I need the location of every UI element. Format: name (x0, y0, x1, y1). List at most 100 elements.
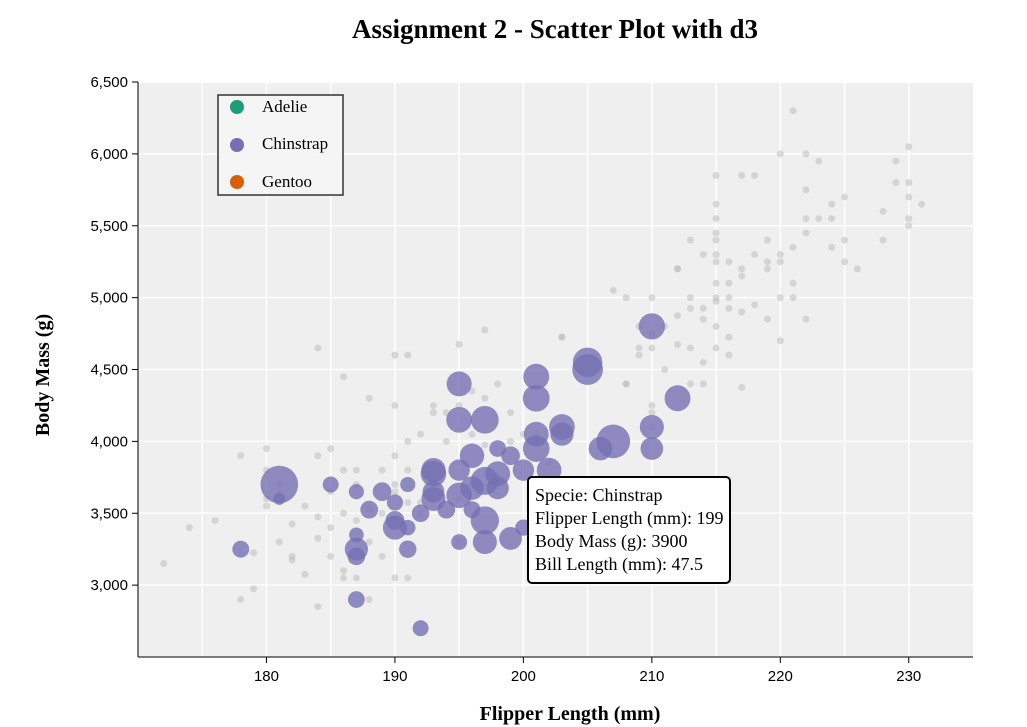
data-point-adelie[interactable] (481, 326, 489, 334)
data-point-gentoo[interactable] (802, 215, 810, 223)
data-point-gentoo[interactable] (699, 315, 707, 323)
data-point-chinstrap[interactable] (348, 484, 364, 500)
data-point-adelie[interactable] (404, 466, 412, 474)
data-point-gentoo[interactable] (622, 294, 630, 302)
data-point-chinstrap[interactable] (550, 422, 574, 446)
data-point-gentoo[interactable] (802, 186, 810, 194)
data-point-gentoo[interactable] (725, 351, 733, 359)
data-point-gentoo[interactable] (905, 179, 913, 187)
data-point-adelie[interactable] (314, 452, 322, 460)
data-point-adelie[interactable] (352, 516, 360, 524)
data-point-gentoo[interactable] (918, 200, 926, 208)
data-point-gentoo[interactable] (776, 258, 784, 266)
data-point-adelie[interactable] (391, 574, 399, 582)
data-point-gentoo[interactable] (879, 207, 887, 215)
data-point-chinstrap[interactable] (232, 540, 250, 558)
data-point-adelie[interactable] (404, 351, 412, 359)
data-point-chinstrap[interactable] (501, 446, 520, 466)
data-point-gentoo[interactable] (738, 272, 746, 280)
data-point-adelie[interactable] (391, 401, 399, 409)
data-point-gentoo[interactable] (725, 279, 733, 287)
data-point-adelie[interactable] (340, 509, 348, 517)
data-point-chinstrap[interactable] (639, 414, 664, 440)
data-point-adelie[interactable] (352, 574, 360, 582)
data-point-gentoo[interactable] (686, 344, 694, 352)
data-point-chinstrap[interactable] (522, 384, 550, 412)
data-point-gentoo[interactable] (635, 344, 643, 352)
data-point-chinstrap[interactable] (523, 363, 550, 390)
data-point-adelie[interactable] (674, 340, 682, 348)
data-point-gentoo[interactable] (828, 215, 836, 223)
data-point-chinstrap[interactable] (640, 437, 664, 460)
data-point-gentoo[interactable] (828, 200, 836, 208)
data-point-adelie[interactable] (442, 437, 450, 445)
legend[interactable]: Adelie Chinstrap Gentoo (217, 94, 344, 196)
data-point-gentoo[interactable] (699, 380, 707, 388)
data-point-adelie[interactable] (340, 466, 348, 474)
data-point-chinstrap[interactable] (420, 460, 447, 487)
data-point-gentoo[interactable] (738, 383, 746, 391)
data-point-adelie[interactable] (391, 452, 399, 460)
data-point-chinstrap[interactable] (399, 540, 417, 558)
data-point-adelie[interactable] (365, 596, 373, 603)
data-point-adelie[interactable] (327, 445, 335, 453)
data-point-adelie[interactable] (327, 552, 335, 560)
data-point-chinstrap[interactable] (400, 519, 416, 536)
data-point-gentoo[interactable] (712, 279, 720, 287)
data-point-adelie[interactable] (417, 430, 425, 438)
data-point-chinstrap[interactable] (451, 534, 468, 550)
data-point-gentoo[interactable] (789, 107, 797, 115)
data-point-gentoo[interactable] (802, 150, 810, 158)
data-point-gentoo[interactable] (686, 304, 694, 312)
data-point-adelie[interactable] (352, 466, 360, 474)
data-point-gentoo[interactable] (738, 308, 746, 316)
data-point-gentoo[interactable] (686, 236, 694, 244)
data-point-chinstrap[interactable] (596, 424, 631, 459)
data-point-adelie[interactable] (391, 481, 399, 488)
data-point-gentoo[interactable] (776, 337, 784, 345)
legend-adelie-swatch[interactable] (230, 100, 244, 114)
data-point-gentoo[interactable] (558, 333, 566, 341)
legend-chinstrap-label[interactable]: Chinstrap (262, 134, 328, 153)
data-point-adelie[interactable] (404, 498, 412, 506)
data-point-gentoo[interactable] (828, 243, 836, 251)
data-point-gentoo[interactable] (648, 344, 656, 352)
data-point-gentoo[interactable] (699, 304, 707, 312)
data-point-adelie[interactable] (391, 351, 399, 359)
data-point-gentoo[interactable] (712, 229, 720, 237)
legend-chinstrap-swatch[interactable] (230, 138, 244, 152)
data-point-gentoo[interactable] (712, 171, 720, 179)
data-point-adelie[interactable] (262, 445, 270, 453)
data-point-chinstrap[interactable] (470, 506, 499, 535)
data-point-gentoo[interactable] (725, 304, 733, 312)
data-point-chinstrap[interactable] (472, 529, 497, 555)
data-point-adelie[interactable] (494, 380, 502, 388)
data-point-chinstrap[interactable] (348, 591, 365, 608)
data-point-adelie[interactable] (301, 570, 309, 578)
data-point-chinstrap[interactable] (382, 515, 407, 540)
data-point-gentoo[interactable] (609, 286, 617, 294)
data-point-adelie[interactable] (314, 534, 322, 542)
data-point-adelie[interactable] (185, 524, 193, 532)
data-point-gentoo[interactable] (751, 251, 759, 258)
data-point-gentoo[interactable] (725, 333, 733, 341)
data-point-adelie[interactable] (314, 344, 322, 352)
data-point-adelie[interactable] (314, 513, 322, 521)
data-point-gentoo[interactable] (841, 236, 849, 244)
data-point-adelie[interactable] (404, 437, 412, 445)
data-point-chinstrap[interactable] (386, 494, 404, 511)
data-point-adelie[interactable] (365, 538, 373, 546)
data-point-chinstrap[interactable] (638, 313, 665, 340)
data-point-adelie[interactable] (378, 552, 386, 560)
data-point-chinstrap[interactable] (360, 500, 379, 519)
data-point-adelie[interactable] (211, 516, 219, 524)
data-point-chinstrap[interactable] (400, 476, 416, 493)
data-point-adelie[interactable] (237, 452, 245, 460)
data-point-adelie[interactable] (288, 520, 296, 528)
data-point-chinstrap[interactable] (446, 406, 473, 433)
data-point-gentoo[interactable] (674, 265, 682, 273)
data-point-adelie[interactable] (301, 502, 309, 510)
data-point-gentoo[interactable] (751, 171, 759, 179)
data-point-gentoo[interactable] (674, 312, 682, 320)
data-point-gentoo[interactable] (892, 157, 900, 165)
